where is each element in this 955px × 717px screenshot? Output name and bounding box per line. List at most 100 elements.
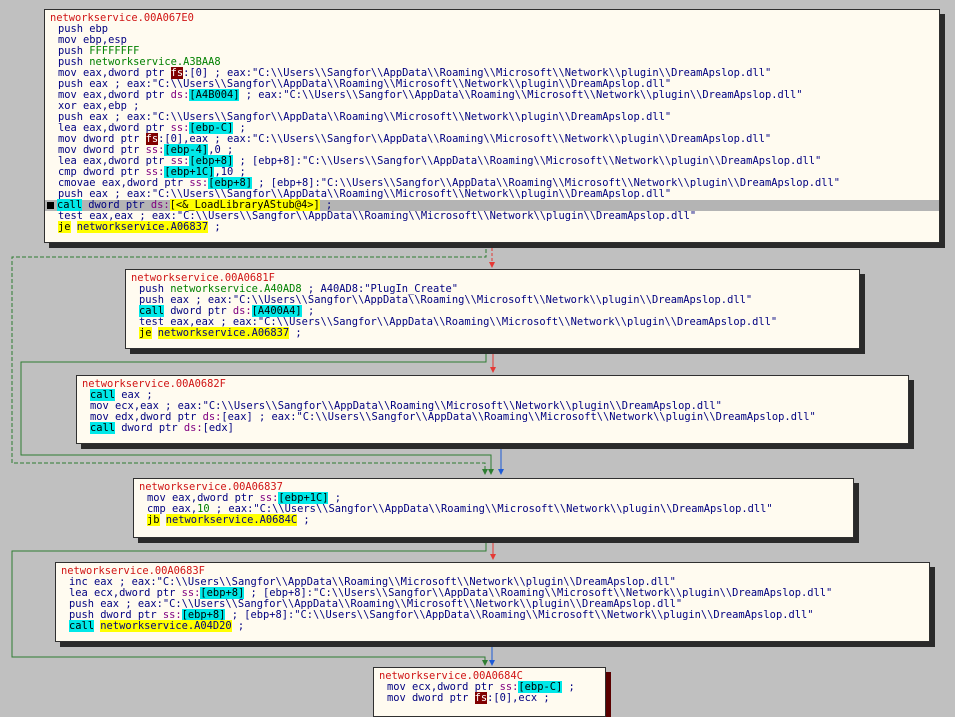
instruction-line[interactable]: lea eax,dword ptr ss:[ebp-C] ;: [50, 122, 939, 134]
instruction-line[interactable]: mov ebp,esp: [50, 35, 939, 46]
instruction-line[interactable]: mov eax,dword ptr ds:[A4B004] ; eax:"C:\…: [50, 89, 939, 101]
code-block-00A067E0[interactable]: networkservice.00A067E0 push ebp mov ebp,e…: [44, 9, 940, 243]
edge-b0-b3-arrow: [482, 469, 488, 475]
jump-target-label[interactable]: networkservice.A0684C: [165, 514, 298, 526]
code-block-00A06837[interactable]: networkservice.00A06837 mov eax,dword ptr…: [133, 478, 854, 538]
mnemonic: inc: [69, 576, 88, 588]
mnemonic: mov: [387, 681, 406, 693]
block-title[interactable]: networkservice.00A067E0: [50, 12, 194, 24]
block-title[interactable]: networkservice.00A0683F: [61, 565, 205, 577]
instruction-line[interactable]: push eax ; eax:"C:\\Users\\Sangfor\\AppD…: [50, 112, 939, 123]
operand: ebp,esp: [83, 34, 127, 46]
instruction-line[interactable]: mov ecx,eax ; eax:"C:\\Users\\Sangfor\\A…: [82, 401, 908, 412]
mnemonic: call: [90, 389, 116, 401]
instruction-line[interactable]: cmovae eax,dword ptr ss:[ebp+8] ; [ebp+8…: [50, 177, 939, 189]
instruction-line[interactable]: xor eax,ebp ;: [50, 101, 939, 112]
instruction-line[interactable]: call dword ptr ds:[edx]: [82, 422, 908, 434]
token: [152, 327, 158, 339]
operand: dword ptr: [83, 144, 146, 156]
instruction-line[interactable]: call dword ptr ds:[<&_LoadLibraryAStub@4…: [45, 199, 939, 211]
instruction-line[interactable]: cmp eax,10 ; eax:"C:\\Users\\Sangfor\\Ap…: [139, 504, 853, 515]
segment-prefix: ss:: [162, 609, 182, 621]
comment: ; eax:"C:\\Users\\Sangfor\\AppData\\Roam…: [214, 316, 778, 328]
instruction-line[interactable]: push eax ; eax:"C:\\Users\\Sangfor\\AppD…: [61, 599, 929, 610]
segment-prefix: ds:: [150, 199, 170, 211]
instruction-line[interactable]: mov ecx,dword ptr ss:[ebp-C] ;: [379, 681, 605, 693]
memory-operand[interactable]: [ebp-C]: [189, 122, 234, 134]
instruction-line[interactable]: mov dword ptr ss:[ebp-4],0 ;: [50, 144, 939, 156]
code-block-00A0681F[interactable]: networkservice.00A0681F push networkservi…: [125, 269, 860, 349]
instruction-line[interactable]: push dword ptr ss:[ebp+8] ; [ebp+8]:"C:\…: [61, 609, 929, 621]
instruction-line[interactable]: mov eax,dword ptr fs:[0] ; eax:"C:\\User…: [50, 67, 939, 79]
operand: ecx,eax: [115, 400, 159, 412]
comment: ;: [231, 620, 245, 632]
mnemonic: mov: [58, 67, 77, 79]
segment-prefix: ss:: [145, 166, 165, 178]
instruction-line[interactable]: push networkservice.A40AD8 ; A40AD8:"Plu…: [131, 284, 859, 295]
instruction-line[interactable]: test eax,eax ; eax:"C:\\Users\\Sangfor\\…: [131, 317, 859, 328]
operand: eax,dword ptr: [172, 492, 260, 504]
operand: ,10: [214, 166, 234, 178]
jump-target-label[interactable]: networkservice.A06837: [157, 327, 290, 339]
memory-operand[interactable]: [ebp-4]: [164, 144, 209, 156]
memory-operand[interactable]: [ebp+8]: [208, 177, 252, 189]
instruction-line[interactable]: call dword ptr ds:[A400A4] ;: [131, 305, 859, 317]
comment: ; eax:"C:\\Users\\Sangfor\\AppData\\Roam…: [119, 598, 683, 610]
memory-operand[interactable]: fs: [170, 67, 184, 79]
instruction-line[interactable]: lea ecx,dword ptr ss:[ebp+8] ; [ebp+8]:"…: [61, 587, 929, 599]
memory-operand[interactable]: [ebp+8]: [181, 609, 226, 621]
instruction-line[interactable]: mov edx,dword ptr ds:[eax] ; eax:"C:\\Us…: [82, 412, 908, 423]
instruction-line[interactable]: je networkservice.A06837 ;: [131, 327, 859, 339]
instruction-line[interactable]: push eax ; eax:"C:\\Users\\Sangfor\\AppD…: [50, 79, 939, 90]
instruction-line[interactable]: mov dword ptr fs:[0],eax ; eax:"C:\\User…: [50, 133, 939, 145]
memory-operand[interactable]: [ebp+8]: [200, 587, 245, 599]
instruction-line[interactable]: inc eax ; eax:"C:\\Users\\Sangfor\\AppDa…: [61, 577, 929, 588]
block-title[interactable]: networkservice.00A0681F: [131, 272, 275, 284]
operand: eax: [89, 78, 109, 90]
memory-operand[interactable]: [A4B004]: [189, 89, 240, 101]
instruction-line[interactable]: push eax ; eax:"C:\\Users\\Sangfor\\AppD…: [131, 295, 859, 306]
breakpoint-marker-icon[interactable]: [47, 201, 54, 209]
instruction-line[interactable]: jb networkservice.A0684C ;: [139, 514, 853, 526]
memory-operand[interactable]: fs: [145, 133, 159, 145]
memory-operand[interactable]: fs: [474, 692, 488, 704]
instruction-line[interactable]: mov eax,dword ptr ss:[ebp+1C] ;: [139, 492, 853, 504]
mnemonic: mov: [90, 411, 109, 423]
block-title[interactable]: networkservice.00A06837: [139, 481, 283, 493]
immediate-operand: FFFFFFFF: [89, 45, 140, 57]
jump-target-label[interactable]: networkservice.A04D20: [100, 620, 232, 632]
memory-operand[interactable]: [ebp+1C]: [278, 492, 329, 504]
instruction-line[interactable]: test eax,eax ; eax:"C:\\Users\\Sangfor\\…: [50, 211, 939, 222]
edge-b1-b2-arrow: [490, 367, 496, 373]
instruction-line[interactable]: push ebp: [50, 24, 939, 35]
instruction-line[interactable]: call networkservice.A04D20 ;: [61, 620, 929, 632]
operand: dword ptr: [100, 609, 163, 621]
memory-operand[interactable]: [A400A4]: [251, 305, 302, 317]
instruction-line[interactable]: push networkservice.A3BAA8: [50, 57, 939, 68]
code-block-00A0683F[interactable]: networkservice.00A0683F inc eax ; eax:"C:…: [55, 562, 930, 642]
instruction-line[interactable]: push eax ; eax:"C:\\Users\\Sangfor\\AppD…: [50, 189, 939, 200]
memory-operand[interactable]: [ebp+1C]: [164, 166, 215, 178]
segment-prefix: ss:: [145, 144, 165, 156]
code-block-00A0684C[interactable]: networkservice.00A0684C mov ecx,dword ptr…: [373, 667, 606, 717]
instruction-line[interactable]: je networkservice.A06837 ;: [50, 221, 939, 233]
instruction-line[interactable]: call eax ;: [82, 389, 908, 401]
block-title[interactable]: networkservice.00A0684C: [379, 670, 523, 682]
instruction-line[interactable]: lea eax,dword ptr ss:[ebp+8] ; [ebp+8]:"…: [50, 155, 939, 167]
instruction-line[interactable]: push FFFFFFFF: [50, 46, 939, 57]
memory-operand[interactable]: [ebp+8]: [189, 155, 234, 167]
comment: ; A40AD8:"PlugIn_Create": [301, 283, 459, 295]
comment: ; eax:"C:\\Users\\Sangfor\\AppData\\Roam…: [108, 188, 672, 200]
memory-operand[interactable]: [<&_LoadLibraryAStub@4>]: [169, 199, 320, 211]
instruction-line[interactable]: mov dword ptr fs:[0],ecx ;: [379, 692, 605, 704]
operand: eax,dword ptr: [83, 89, 171, 101]
memory-operand[interactable]: [ebp-C]: [518, 681, 563, 693]
segment-prefix: ds:: [232, 305, 252, 317]
mnemonic: call: [57, 199, 83, 211]
block-title[interactable]: networkservice.00A0682F: [82, 378, 226, 390]
operand: ecx,dword ptr: [94, 587, 182, 599]
instruction-line[interactable]: cmp dword ptr ss:[ebp+1C],10 ;: [50, 166, 939, 178]
code-block-00A0682F[interactable]: networkservice.00A0682F call eax ; mov ecx…: [76, 375, 909, 444]
jump-target-label[interactable]: networkservice.A06837: [76, 221, 209, 233]
